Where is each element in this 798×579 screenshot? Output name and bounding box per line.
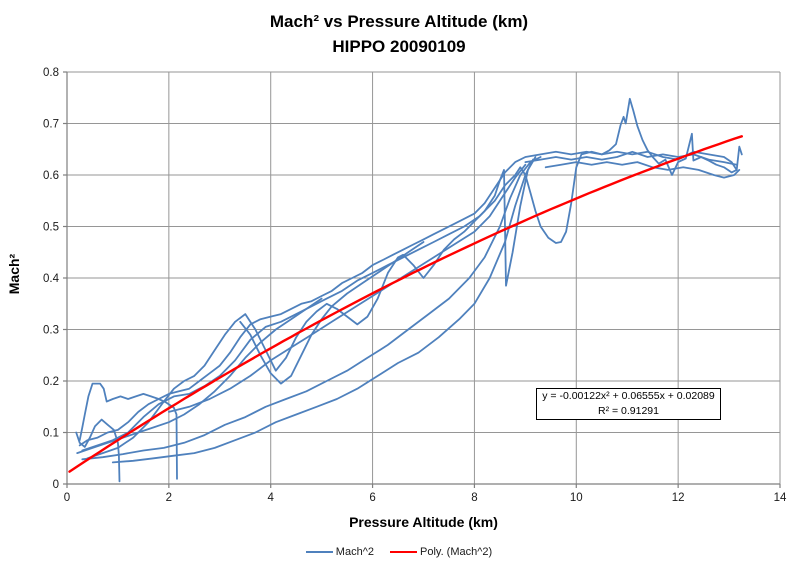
legend-line-swatch-blue — [305, 551, 333, 553]
chart-title-line1: Mach² vs Pressure Altitude (km) — [269, 12, 529, 31]
trendline-r-squared-text: R² = 0.91291 — [597, 405, 659, 417]
x-tick-label: 6 — [369, 492, 375, 504]
y-tick-label: 0 — [53, 479, 59, 491]
legend-item-poly[interactable]: Poly. (Mach^2) — [389, 546, 493, 558]
legend-line-swatch-red — [389, 551, 417, 553]
mach2-series-trace[interactable] — [167, 163, 527, 413]
mach2-series-trace[interactable] — [111, 158, 534, 464]
mach2-series-trace[interactable] — [81, 156, 542, 461]
legend: Mach^2 Poly. (Mach^2) — [0, 546, 798, 558]
mach2-series-trace[interactable] — [524, 150, 738, 166]
trendline-equation-text: y = -0.00122x² + 0.06555x + 0.02089 — [542, 390, 715, 402]
y-tick-label: 0.2 — [43, 376, 59, 388]
x-tick-label: 12 — [672, 492, 685, 504]
mach2-series-trace[interactable] — [78, 145, 743, 447]
legend-label-mach2: Mach^2 — [335, 546, 374, 558]
y-tick-label: 0.6 — [43, 170, 59, 182]
y-tick-label: 0.1 — [43, 428, 59, 440]
y-tick-label: 0.5 — [43, 222, 59, 234]
trendline[interactable] — [68, 135, 743, 473]
y-tick-label: 0.8 — [43, 67, 59, 79]
y-tick-label: 0.4 — [43, 273, 60, 285]
x-tick-label: 0 — [64, 492, 70, 504]
mach2-series-trace[interactable] — [78, 382, 178, 480]
y-axis-title: Mach² — [6, 253, 22, 295]
x-tick-label: 4 — [268, 492, 275, 504]
x-tick-label: 2 — [166, 492, 172, 504]
x-tick-label: 8 — [471, 492, 477, 504]
x-axis-title: Pressure Altitude (km) — [349, 514, 498, 530]
y-tick-label: 0.7 — [43, 119, 59, 131]
legend-item-mach2[interactable]: Mach^2 — [305, 546, 374, 558]
mach2-series-trace[interactable] — [81, 97, 738, 452]
mach2-series-trace[interactable] — [75, 418, 121, 483]
chart-title: Mach² vs Pressure Altitude (km) HIPPO 20… — [0, 9, 798, 59]
x-tick-label: 10 — [570, 492, 583, 504]
legend-label-poly: Poly. (Mach^2) — [419, 546, 493, 558]
y-tick-label: 0.3 — [43, 325, 59, 337]
mach2-series-trace[interactable] — [86, 156, 537, 460]
chart-title-line2: HIPPO 20090109 — [332, 37, 466, 56]
x-tick-label: 14 — [774, 492, 787, 504]
trendline-equation-label[interactable]: y = -0.00122x² + 0.06555x + 0.02089 R² =… — [536, 388, 721, 420]
